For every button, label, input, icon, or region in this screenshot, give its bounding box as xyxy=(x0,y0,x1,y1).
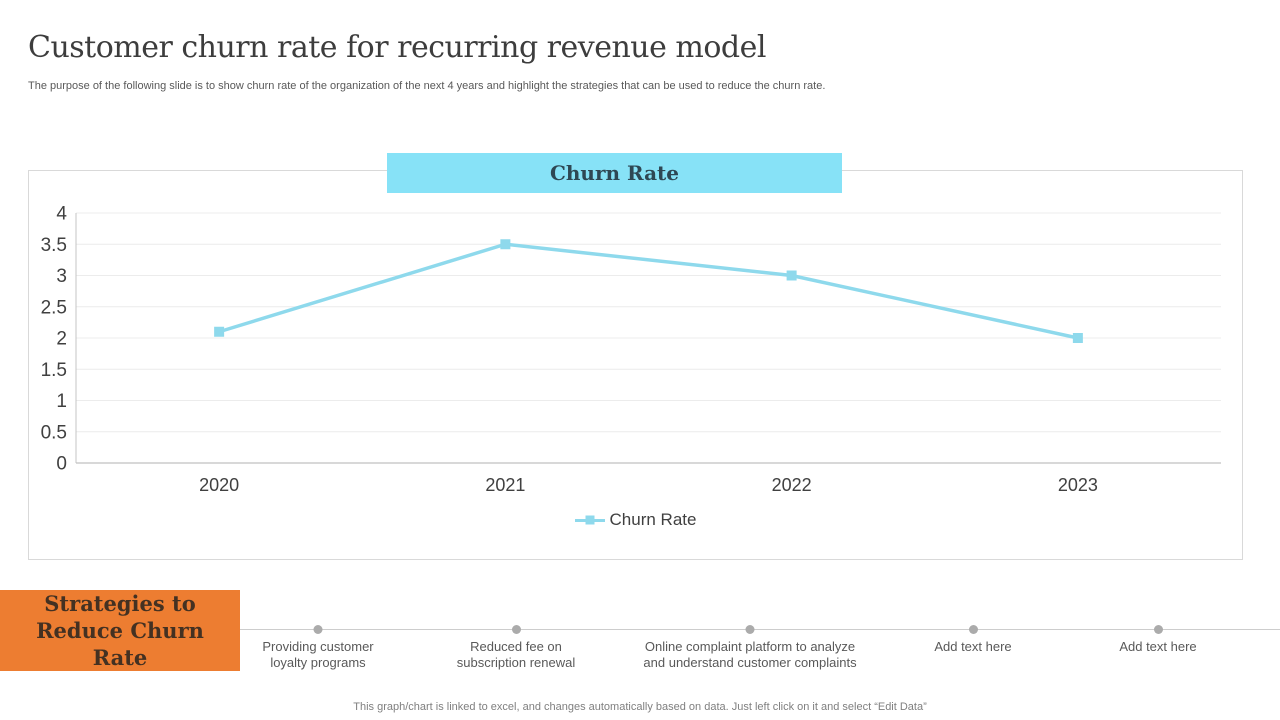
churn-chart-svg[interactable]: 0 0.5 1 1.5 2 2.5 3 3.5 4 2020 2021 2022 2023 xyxy=(29,171,1242,559)
page-title: Customer churn rate for recurring revenu… xyxy=(28,30,766,65)
timeline-dot-icon xyxy=(313,625,323,634)
data-point-marker xyxy=(214,326,225,337)
timeline-dot-icon xyxy=(1153,625,1163,634)
timeline-line xyxy=(240,629,1280,630)
data-point-marker xyxy=(500,239,511,250)
page-subtitle: The purpose of the following slide is to… xyxy=(28,80,826,92)
y-tick-label: 0 xyxy=(56,454,67,475)
churn-rate-chart[interactable]: 0 0.5 1 1.5 2 2.5 3 3.5 4 2020 2021 2022 2023 Churn … xyxy=(28,170,1243,560)
x-tick-label: 2021 xyxy=(485,475,525,495)
series-line xyxy=(218,242,1079,340)
chart-legend: Churn Rate xyxy=(29,509,1242,531)
timeline-item[interactable]: Reduced fee on subscription renewal xyxy=(436,625,596,671)
timeline-dot-icon xyxy=(968,625,978,634)
y-tick-label: 2 xyxy=(56,329,67,350)
timeline-item[interactable]: Online complaint platform to analyze and… xyxy=(633,625,868,671)
legend-label: Churn Rate xyxy=(609,510,697,529)
y-tick-label: 4 xyxy=(56,204,67,225)
x-tick-label: 2023 xyxy=(1058,475,1098,495)
y-tick-label: 2.5 xyxy=(41,297,67,318)
timeline-dot-icon xyxy=(745,625,755,634)
timeline-item[interactable]: Add text here xyxy=(1098,625,1218,655)
chart-title: Churn Rate xyxy=(549,161,680,185)
data-point-marker xyxy=(1072,333,1083,343)
x-tick-label: 2022 xyxy=(772,475,812,495)
timeline-item-label: Add text here xyxy=(934,639,1012,654)
timeline-item-label: Online complaint platform to analyze and… xyxy=(643,639,857,670)
timeline-dot-icon xyxy=(511,625,521,634)
footer-note: This graph/chart is linked to excel, and… xyxy=(353,701,927,713)
strategies-heading: Strategies to Reduce Churn Rate xyxy=(36,590,204,671)
y-tick-label: 1.5 xyxy=(41,360,67,381)
y-tick-label: 3.5 xyxy=(41,235,67,256)
x-tick-label: 2020 xyxy=(199,475,239,495)
timeline-item-label: Reduced fee on subscription renewal xyxy=(456,639,576,670)
data-point-marker xyxy=(786,270,797,281)
legend-line-marker-icon xyxy=(574,515,605,525)
timeline-item[interactable]: Providing customer loyalty programs xyxy=(246,625,391,671)
y-tick-label: 0.5 xyxy=(41,422,67,443)
timeline-item-label: Add text here xyxy=(1119,639,1197,654)
y-tick-label: 1 xyxy=(56,391,67,412)
timeline-item[interactable]: Add text here xyxy=(913,625,1033,655)
strategies-heading-box: Strategies to Reduce Churn Rate xyxy=(0,590,240,671)
chart-title-banner: Churn Rate xyxy=(387,153,842,193)
y-tick-label: 3 xyxy=(56,266,67,287)
timeline-item-label: Providing customer loyalty programs xyxy=(262,639,374,670)
